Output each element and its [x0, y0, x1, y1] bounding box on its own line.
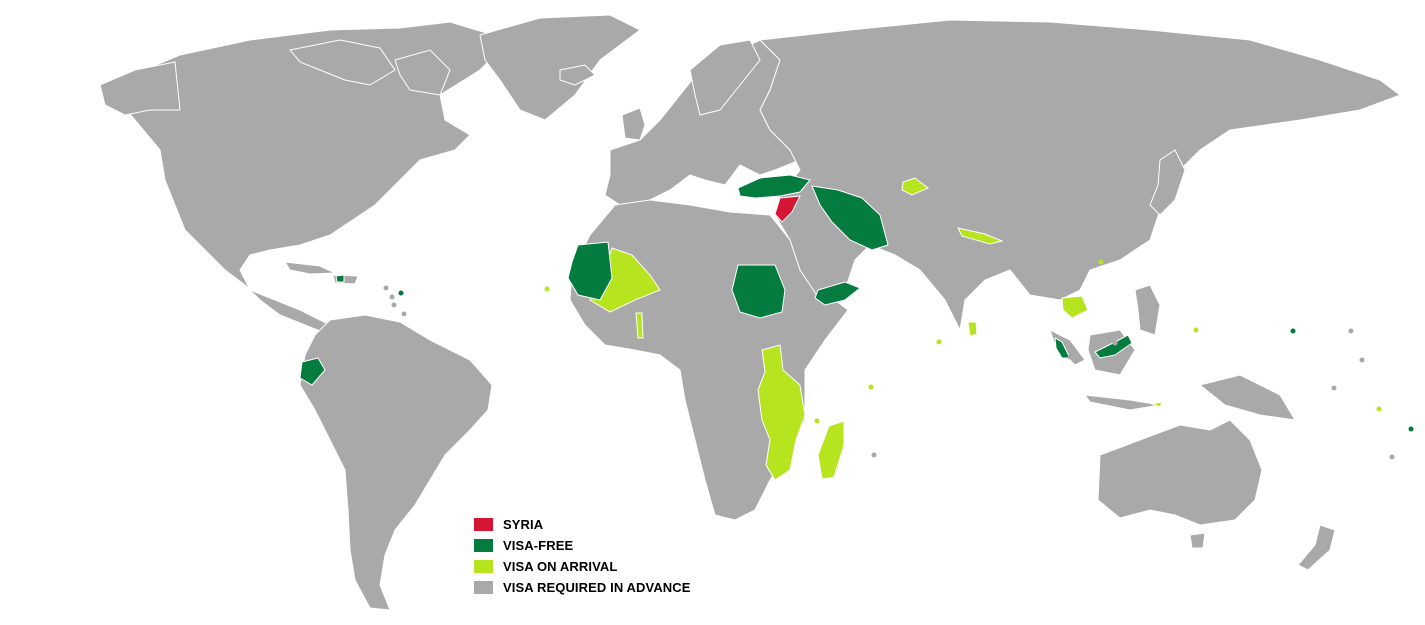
north-america — [117, 21, 511, 336]
seychelles-dot — [868, 384, 874, 390]
alaska — [99, 61, 181, 116]
tasmania — [1189, 532, 1206, 549]
caribbean-dot-1 — [398, 290, 404, 296]
turkey — [737, 174, 811, 199]
malaysia-peninsula — [1054, 337, 1071, 359]
togo — [635, 312, 644, 339]
iran — [811, 185, 889, 251]
greenland — [479, 14, 641, 121]
legend-label-syria: SYRIA — [503, 517, 544, 532]
syria-region — [774, 195, 801, 223]
new-guinea — [1198, 374, 1296, 421]
baffin-island — [394, 49, 451, 96]
timor — [1150, 401, 1163, 408]
legend-swatch-syria — [474, 518, 493, 531]
nepal — [957, 227, 1004, 245]
nauru-dot — [1331, 385, 1337, 391]
map-legend: SYRIA VISA-FREE VISA ON ARRIVAL VISA REQ… — [474, 514, 691, 598]
caribbean-dot-2 — [383, 285, 389, 291]
madagascar-arrival — [817, 420, 845, 480]
sudan — [731, 264, 786, 319]
mauritania — [567, 241, 613, 301]
legend-item-visa-required: VISA REQUIRED IN ADVANCE — [474, 577, 691, 598]
sumatra — [1049, 329, 1086, 366]
tonga-dot — [1389, 454, 1395, 460]
legend-label-visa-required: VISA REQUIRED IN ADVANCE — [503, 580, 691, 595]
legend-swatch-visa-required — [474, 581, 493, 594]
cape-verde-dot — [544, 286, 550, 292]
ecuador — [299, 357, 326, 386]
brunei-dot — [1112, 340, 1118, 346]
caribbean-dot-5 — [401, 311, 407, 317]
kiribati-dot — [1359, 357, 1365, 363]
asia — [758, 19, 1402, 332]
sri-lanka-arrival — [967, 321, 978, 337]
legend-item-syria: SYRIA — [474, 514, 691, 535]
scandinavia — [689, 39, 761, 116]
cuba — [284, 261, 336, 275]
philippines — [1134, 284, 1161, 336]
new-zealand — [1297, 524, 1336, 571]
marshall-dot — [1348, 328, 1354, 334]
legend-swatch-visa-free — [474, 539, 493, 552]
macau-dot — [1098, 259, 1104, 265]
yemen — [814, 281, 861, 306]
legend-label-visa-free: VISA-FREE — [503, 538, 574, 553]
british-isles — [621, 107, 646, 141]
legend-label-visa-on-arrival: VISA ON ARRIVAL — [503, 559, 618, 574]
java — [1083, 394, 1161, 411]
legend-item-visa-on-arrival: VISA ON ARRIVAL — [474, 556, 691, 577]
maldives-dot — [936, 339, 942, 345]
legend-item-visa-free: VISA-FREE — [474, 535, 691, 556]
cambodia — [1061, 295, 1089, 319]
micronesia-dot — [1290, 328, 1296, 334]
east-africa-arrival — [757, 344, 806, 481]
samoa-dot — [1408, 426, 1414, 432]
syria — [774, 195, 801, 223]
legend-swatch-visa-on-arrival — [474, 560, 493, 573]
comoros-dot — [814, 418, 820, 424]
mauritius-dot — [871, 452, 877, 458]
tajikistan — [901, 177, 929, 196]
australia — [1097, 419, 1263, 526]
singapore-dot — [1067, 354, 1073, 360]
haiti — [335, 274, 345, 283]
palau-dot — [1193, 327, 1199, 333]
caribbean-dot-3 — [389, 294, 395, 300]
sao-tome-dot — [664, 353, 670, 359]
tuvalu-dot — [1376, 406, 1382, 412]
arctic-islands — [289, 39, 396, 86]
visa-free-regions — [299, 174, 1133, 386]
iceland — [559, 64, 596, 86]
small-island-markers — [383, 259, 1414, 460]
south-america — [299, 314, 493, 611]
japan — [1149, 149, 1186, 216]
caribbean-dot-4 — [391, 302, 397, 308]
